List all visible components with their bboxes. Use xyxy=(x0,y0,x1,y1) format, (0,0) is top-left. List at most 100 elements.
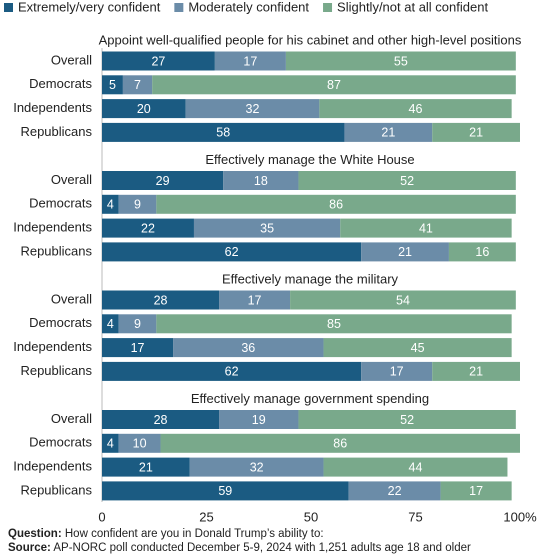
value-label: 21 xyxy=(139,460,153,474)
source: Source: AP-NORC poll conducted December … xyxy=(8,541,548,555)
value-label: 86 xyxy=(333,437,347,451)
bar-segment xyxy=(102,290,220,310)
bar-segment xyxy=(118,314,157,334)
category-label: Overall xyxy=(51,52,92,67)
value-label: 27 xyxy=(151,54,165,68)
value-label: 36 xyxy=(241,341,255,355)
value-label: 10 xyxy=(133,437,147,451)
bar-segment xyxy=(118,194,157,214)
value-label: 17 xyxy=(131,341,145,355)
bar-segment xyxy=(152,75,516,95)
bar-segment xyxy=(102,361,362,381)
value-label: 86 xyxy=(329,198,343,212)
value-label: 4 xyxy=(107,198,114,212)
legend-swatch xyxy=(323,3,333,12)
bar-segment xyxy=(344,122,433,142)
bar-segment xyxy=(432,122,520,142)
bar-segment xyxy=(285,51,516,71)
category-label: Republicans xyxy=(20,124,92,139)
bar-segment xyxy=(102,338,174,358)
bar-segment xyxy=(298,410,516,429)
bar-segment xyxy=(348,481,441,501)
bar-segment xyxy=(189,457,324,477)
value-label: 9 xyxy=(134,198,141,212)
bar-segment xyxy=(185,99,320,119)
bar-segment xyxy=(173,338,324,358)
bar-segment xyxy=(102,481,349,501)
value-label: 62 xyxy=(225,245,239,259)
bar-segment xyxy=(102,194,119,214)
panel-title: Effectively manage government spending xyxy=(191,391,429,406)
value-label: 28 xyxy=(154,293,168,307)
value-label: 16 xyxy=(475,245,489,259)
x-tick-label: 25 xyxy=(199,509,213,524)
legend-swatch xyxy=(174,3,184,12)
legend-label: Slightly/not at all confident xyxy=(337,0,488,14)
x-tick-label: 100% xyxy=(503,509,537,524)
category-label: Republicans xyxy=(20,363,92,378)
question-text: How confident are you in Donald Trump’s … xyxy=(64,528,324,540)
value-label: 17 xyxy=(469,484,483,498)
value-label: 17 xyxy=(390,365,404,379)
panel-title: Appoint well-qualified people for his ca… xyxy=(99,32,522,47)
legend-label: Extremely/very confident xyxy=(18,0,161,14)
category-label: Democrats xyxy=(29,196,92,211)
category-label: Republicans xyxy=(20,243,92,258)
value-label: 22 xyxy=(388,484,402,498)
bar-segment xyxy=(290,290,516,310)
panel-title: Effectively manage the White House xyxy=(205,152,414,167)
bar-segment xyxy=(340,218,512,238)
value-label: 85 xyxy=(327,317,341,331)
bar-segment xyxy=(102,433,119,453)
question: Question: How confident are you in Donal… xyxy=(8,527,548,541)
x-tick-label: 75 xyxy=(408,509,422,524)
bar-segment xyxy=(156,194,516,214)
category-label: Overall xyxy=(51,411,92,426)
bar-segment xyxy=(361,361,433,381)
bar-segment xyxy=(361,242,449,262)
value-label: 4 xyxy=(107,437,114,451)
category-label: Independents xyxy=(13,220,92,235)
value-label: 32 xyxy=(246,102,260,116)
bar-segment xyxy=(219,410,299,429)
bar-segment xyxy=(122,75,153,95)
source-text: AP-NORC poll conducted December 5-9, 202… xyxy=(53,542,471,554)
legend-swatch xyxy=(4,3,13,12)
legend-label: Moderately confident xyxy=(188,0,309,14)
bar-segment xyxy=(319,99,512,119)
bar-segment xyxy=(102,410,220,429)
value-label: 29 xyxy=(156,174,170,188)
bar-segment xyxy=(432,361,520,381)
bar-segment xyxy=(160,433,520,453)
value-label: 9 xyxy=(134,317,141,331)
value-label: 35 xyxy=(260,221,274,235)
category-label: Republicans xyxy=(20,482,92,497)
value-label: 55 xyxy=(394,54,408,68)
category-label: Democrats xyxy=(29,435,92,450)
x-tick-label: 0 xyxy=(98,509,105,524)
bar-segment xyxy=(219,290,291,310)
bar-segment xyxy=(448,242,516,262)
value-label: 44 xyxy=(409,460,423,474)
bar-segment xyxy=(440,481,512,501)
value-label: 21 xyxy=(381,126,395,140)
bar-segment xyxy=(102,75,123,95)
bar-segment xyxy=(102,122,345,142)
bar-segment xyxy=(102,218,194,238)
value-label: 45 xyxy=(411,341,425,355)
chart: Extremely/very confident Moderately confi… xyxy=(4,0,537,524)
value-label: 17 xyxy=(248,293,262,307)
x-tick-label: 50 xyxy=(304,509,318,524)
bar-segment xyxy=(102,51,215,71)
value-label: 52 xyxy=(400,413,414,427)
bar-segment xyxy=(102,99,186,119)
value-label: 7 xyxy=(134,78,141,92)
question-label: Question: xyxy=(8,528,62,540)
value-label: 41 xyxy=(419,221,433,235)
value-label: 46 xyxy=(409,102,423,116)
category-label: Overall xyxy=(51,172,92,187)
bar-segment xyxy=(223,171,299,190)
value-label: 4 xyxy=(107,317,114,331)
value-label: 32 xyxy=(250,460,264,474)
